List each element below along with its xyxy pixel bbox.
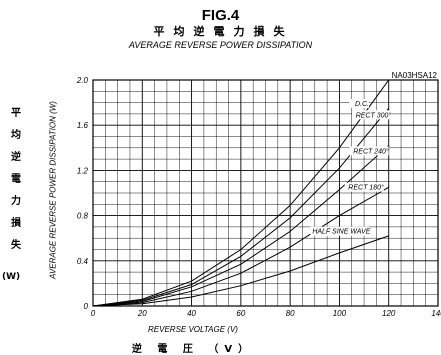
y-tick-label: 2.0 bbox=[76, 76, 89, 85]
plot-frame bbox=[92, 79, 439, 307]
chart-title-japanese: 平均逆電力損失 bbox=[153, 25, 294, 38]
series-label-background bbox=[349, 98, 369, 108]
series-label-background bbox=[349, 146, 389, 156]
y-tick-label: 0.8 bbox=[77, 212, 89, 221]
x-tick-label: 120 bbox=[382, 309, 396, 318]
series-label: HALF SINE WAVE bbox=[312, 229, 370, 236]
x-axis-label-japanese: 逆 電 圧 （V） bbox=[131, 344, 255, 355]
y-axis-label-japanese: 平均逆電力損失 bbox=[11, 108, 21, 251]
series-line bbox=[92, 145, 390, 307]
x-tick-label: 140 bbox=[431, 309, 441, 318]
y-tick-label: 0.4 bbox=[77, 257, 89, 266]
series-label: RECT 300° bbox=[356, 111, 392, 119]
x-tick-label: 0 bbox=[91, 309, 96, 318]
x-tick-label: 60 bbox=[236, 309, 245, 318]
series-label: RECT 240° bbox=[353, 147, 389, 155]
figure-label: FIG.4 bbox=[201, 7, 240, 24]
x-axis-label: REVERSE VOLTAGE (V) bbox=[148, 325, 238, 334]
y-tick-label: 1.2 bbox=[77, 166, 89, 175]
x-tick-label: 40 bbox=[187, 309, 196, 318]
series-line bbox=[92, 186, 389, 307]
series-label: RECT 180° bbox=[348, 184, 384, 192]
x-tick-label: 20 bbox=[137, 309, 147, 318]
x-tick-label: 80 bbox=[286, 309, 295, 318]
x-tick-label: 100 bbox=[333, 309, 347, 318]
series-line bbox=[92, 235, 389, 307]
series-line bbox=[92, 79, 390, 307]
chart-title: AVERAGE REVERSE POWER DISSIPATION bbox=[128, 40, 313, 50]
series-line bbox=[92, 107, 390, 307]
series-label-background bbox=[310, 226, 369, 236]
model-code-label: NA03HSA12 bbox=[391, 71, 437, 80]
y-axis-unit-label: (W) bbox=[2, 272, 21, 282]
series-label-background bbox=[344, 182, 384, 192]
y-tick-label: 1.6 bbox=[77, 121, 89, 130]
y-tick-label: 0 bbox=[84, 302, 89, 311]
series-label-background bbox=[352, 110, 392, 120]
series-label: D.C. bbox=[355, 101, 369, 108]
